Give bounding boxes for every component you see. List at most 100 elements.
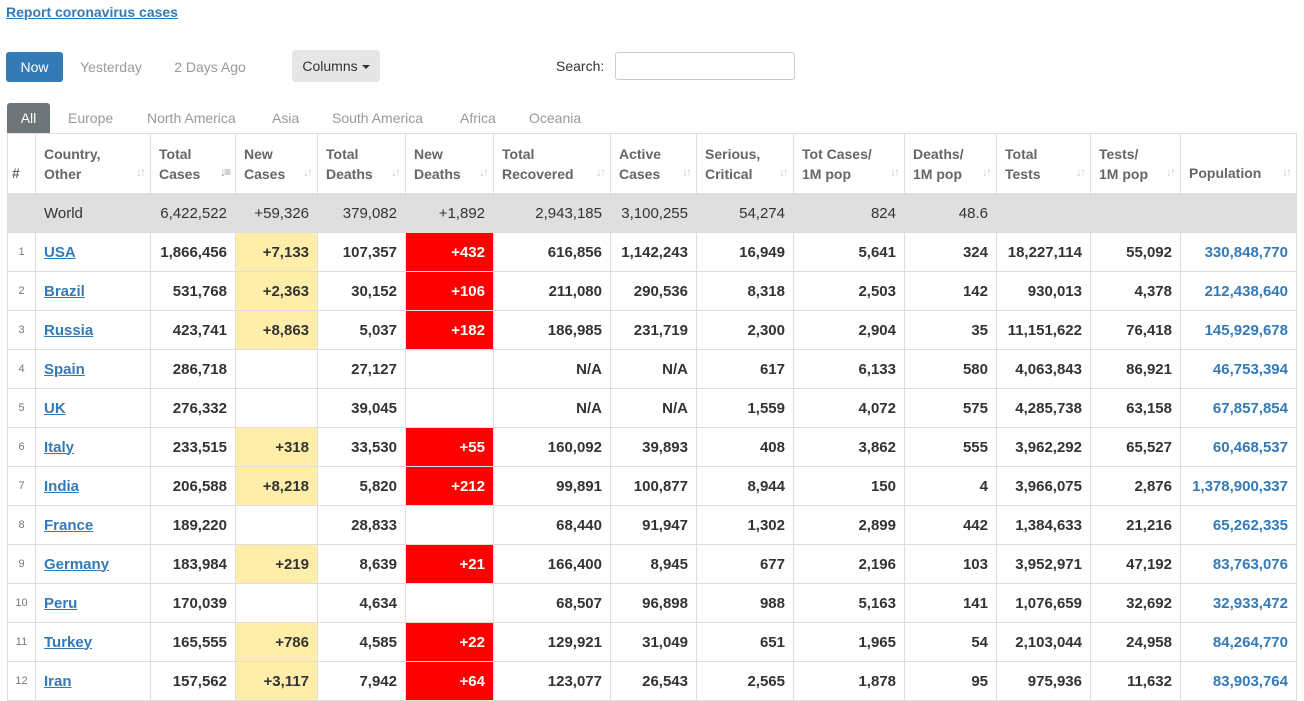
header-total-tests[interactable]: Total Tests ↓↑: [996, 133, 1091, 194]
population-cell[interactable]: 46,753,394: [1180, 349, 1297, 389]
country-link[interactable]: India: [44, 477, 80, 495]
country-link[interactable]: Italy: [44, 438, 75, 456]
region-tab-north-america[interactable]: North America: [147, 110, 236, 126]
active-cases-cell: 231,719: [610, 310, 697, 350]
total-recovered-cell: 68,440: [493, 505, 611, 545]
country-link[interactable]: Russia: [44, 321, 94, 339]
region-tab-africa[interactable]: Africa: [460, 110, 496, 126]
header-active-cases[interactable]: Active Cases ↓↑: [610, 133, 697, 194]
total-tests-cell: 4,285,738: [996, 388, 1091, 428]
header-label-line2: Cases: [619, 165, 661, 182]
population-cell[interactable]: 83,903,764: [1180, 661, 1297, 701]
total-cases-cell: 206,588: [150, 466, 236, 506]
cases-per-1m-cell: 1,878: [793, 661, 905, 701]
header-deaths-per-1m[interactable]: Deaths/1M pop ↓↑: [904, 133, 997, 194]
country-link[interactable]: Turkey: [44, 633, 93, 651]
active-cases-cell: 26,543: [610, 661, 697, 701]
table-header-row: # Country, Other ↓↑ Total Cases ↓≡ New Cases ↓…: [7, 133, 1297, 194]
country-link[interactable]: Peru: [44, 594, 78, 612]
population-cell[interactable]: 83,763,076: [1180, 544, 1297, 584]
tests-per-1m-cell: [1090, 193, 1181, 233]
country-link[interactable]: Germany: [44, 555, 110, 573]
day-tab-2-days-ago[interactable]: 2 Days Ago: [174, 59, 246, 75]
header-cases-per-1m[interactable]: Tot Cases/1M pop ↓↑: [793, 133, 905, 194]
sort-icon: ↓↑: [982, 165, 992, 179]
cases-per-1m-cell: 2,503: [793, 271, 905, 311]
region-tab-all[interactable]: All: [7, 103, 50, 133]
table-row: 4 Spain 286,718 27,127 N/A N/A 617 6,133 580 4,06…: [7, 349, 1297, 389]
country-link[interactable]: Spain: [44, 360, 85, 378]
serious-critical-cell: 617: [696, 349, 794, 389]
population-cell[interactable]: 67,857,854: [1180, 388, 1297, 428]
new-deaths-cell: [405, 505, 494, 545]
region-tab-oceania[interactable]: Oceania: [529, 110, 582, 126]
report-cases-link[interactable]: Report coronavirus cases: [6, 4, 178, 20]
header-population[interactable]: Population ↓↑: [1180, 133, 1297, 194]
population-cell[interactable]: 65,262,335: [1180, 505, 1297, 545]
header-tests-per-1m[interactable]: Tests/1M pop ↓↑: [1090, 133, 1181, 194]
tests-per-1m-cell: 2,876: [1090, 466, 1181, 506]
columns-dropdown-button[interactable]: Columns: [292, 50, 380, 82]
header-label-line2: Deaths: [414, 165, 461, 182]
new-deaths-cell: [405, 349, 494, 389]
rank-cell: 7: [7, 466, 36, 506]
population-cell[interactable]: 145,929,678: [1180, 310, 1297, 350]
country-link[interactable]: Iran: [44, 672, 72, 690]
active-cases-cell: 39,893: [610, 427, 697, 467]
new-cases-cell: +8,863: [235, 310, 318, 350]
region-tab-asia[interactable]: Asia: [272, 110, 300, 126]
deaths-per-1m-cell: 103: [904, 544, 997, 584]
country-link[interactable]: UK: [44, 399, 66, 417]
region-tab-europe[interactable]: Europe: [68, 110, 114, 126]
population-cell[interactable]: 60,468,537: [1180, 427, 1297, 467]
rank-cell: 12: [7, 661, 36, 701]
sort-icon: ↓↑: [391, 165, 401, 179]
cases-per-1m-cell: 824: [793, 193, 905, 233]
header-total-deaths[interactable]: Total Deaths ↓↑: [317, 133, 406, 194]
country-link[interactable]: USA: [44, 243, 76, 261]
deaths-per-1m-cell: 35: [904, 310, 997, 350]
sort-icon: ↓↑: [596, 165, 606, 179]
region-tab-south-america[interactable]: South America: [332, 110, 424, 126]
active-cases-cell: 100,877: [610, 466, 697, 506]
sort-icon: ↓↑: [1076, 165, 1086, 179]
country-cell: Peru: [35, 583, 151, 623]
day-tab-now[interactable]: Now: [6, 52, 63, 82]
header-label-line1: Country,: [44, 145, 101, 162]
country-link[interactable]: France: [44, 516, 94, 534]
deaths-per-1m-cell: 141: [904, 583, 997, 623]
cases-per-1m-cell: 2,196: [793, 544, 905, 584]
country-link[interactable]: Brazil: [44, 282, 85, 300]
sort-icon: ↓↑: [1282, 165, 1292, 179]
cases-per-1m-cell: 5,641: [793, 232, 905, 272]
serious-critical-cell: 8,944: [696, 466, 794, 506]
new-cases-cell: +219: [235, 544, 318, 584]
serious-critical-cell: 988: [696, 583, 794, 623]
search-input[interactable]: [615, 52, 795, 80]
population-cell[interactable]: 1,378,900,337: [1180, 466, 1297, 506]
header-country[interactable]: Country, Other ↓↑: [35, 133, 151, 194]
new-cases-cell: [235, 349, 318, 389]
header-rank[interactable]: #: [7, 133, 36, 194]
total-deaths-cell: 5,037: [317, 310, 406, 350]
day-tab-yesterday[interactable]: Yesterday: [80, 59, 142, 75]
header-label-line1: Active: [619, 145, 662, 162]
total-tests-cell: 1,384,633: [996, 505, 1091, 545]
total-tests-cell: 930,013: [996, 271, 1091, 311]
world-label: World: [35, 193, 151, 233]
tests-per-1m-cell: 11,632: [1090, 661, 1181, 701]
header-new-deaths[interactable]: New Deaths ↓↑: [405, 133, 494, 194]
population-cell[interactable]: 84,264,770: [1180, 622, 1297, 662]
header-serious-critical[interactable]: Serious, Critical ↓↑: [696, 133, 794, 194]
population-cell[interactable]: 32,933,472: [1180, 583, 1297, 623]
population-cell[interactable]: 330,848,770: [1180, 232, 1297, 272]
rank-cell: 10: [7, 583, 36, 623]
total-cases-cell: 1,866,456: [150, 232, 236, 272]
sort-icon: ↓↑: [1166, 165, 1176, 179]
header-new-cases[interactable]: New Cases ↓↑: [235, 133, 318, 194]
population-cell[interactable]: 212,438,640: [1180, 271, 1297, 311]
header-total-cases[interactable]: Total Cases ↓≡: [150, 133, 236, 194]
deaths-per-1m-cell: 48.6: [904, 193, 997, 233]
header-total-recovered[interactable]: Total Recovered ↓↑: [493, 133, 611, 194]
table-row: 1 USA 1,866,456 +7,133 107,357 +432 616,856 1,1…: [7, 232, 1297, 272]
